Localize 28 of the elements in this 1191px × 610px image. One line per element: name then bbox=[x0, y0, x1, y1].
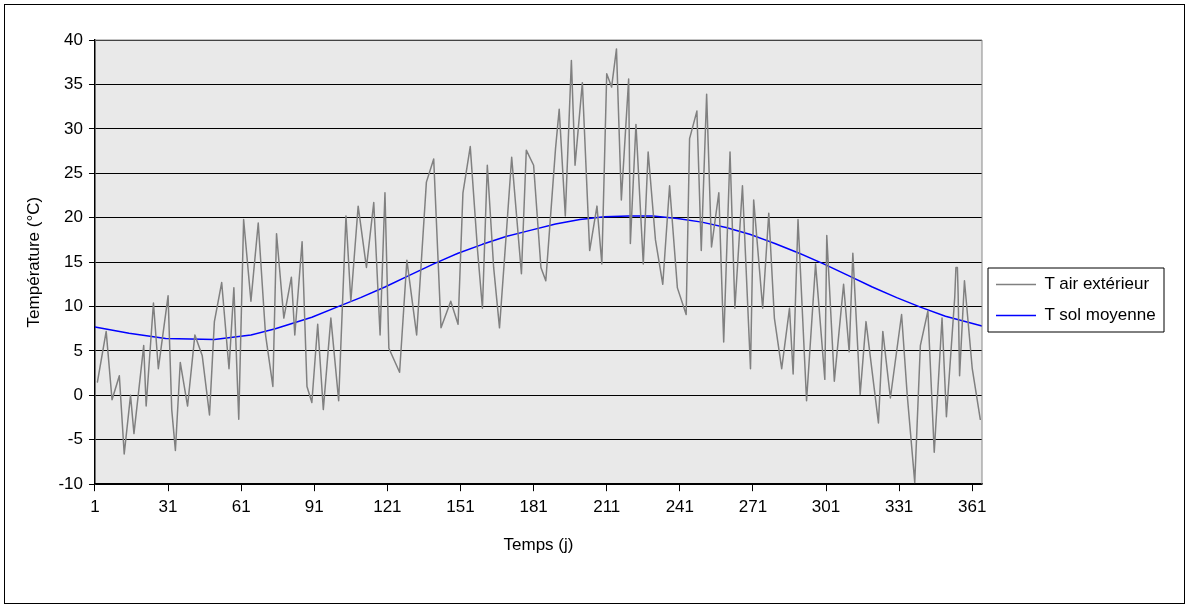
x-tick-label: 121 bbox=[373, 497, 402, 517]
x-tick-label: 91 bbox=[304, 497, 324, 517]
y-tick-label: 10 bbox=[64, 296, 83, 316]
y-tick-label: 5 bbox=[73, 340, 83, 360]
x-tick-label: 151 bbox=[446, 497, 475, 517]
legend-label: T air extérieur bbox=[1044, 274, 1150, 294]
x-tick-label: 361 bbox=[958, 497, 987, 517]
y-tick-label: 40 bbox=[64, 29, 83, 49]
x-tick-label: 31 bbox=[158, 497, 178, 517]
x-tick-label: 301 bbox=[811, 497, 841, 517]
x-tick-label: 241 bbox=[665, 497, 695, 517]
y-tick-label: -5 bbox=[67, 429, 83, 449]
y-tick-label: -10 bbox=[58, 473, 83, 493]
y-tick-label: 35 bbox=[64, 74, 83, 94]
y-tick-label: 0 bbox=[73, 385, 83, 405]
y-axis-title: Température (°C) bbox=[23, 196, 43, 328]
x-tick-label: 1 bbox=[90, 497, 100, 517]
x-tick-label: 211 bbox=[593, 497, 621, 517]
y-tick-label: 20 bbox=[64, 207, 83, 227]
x-axis-title: Temps (j) bbox=[503, 535, 574, 555]
y-tick-label: 30 bbox=[64, 118, 83, 138]
x-tick-label: 271 bbox=[738, 497, 768, 517]
x-tick-label: 331 bbox=[884, 497, 914, 517]
x-tick-label: 181 bbox=[519, 497, 548, 517]
y-tick-label: 25 bbox=[64, 162, 83, 182]
legend-label: T sol moyenne bbox=[1044, 305, 1156, 325]
y-tick-label: 15 bbox=[64, 251, 83, 271]
x-tick-label: 61 bbox=[231, 497, 251, 517]
